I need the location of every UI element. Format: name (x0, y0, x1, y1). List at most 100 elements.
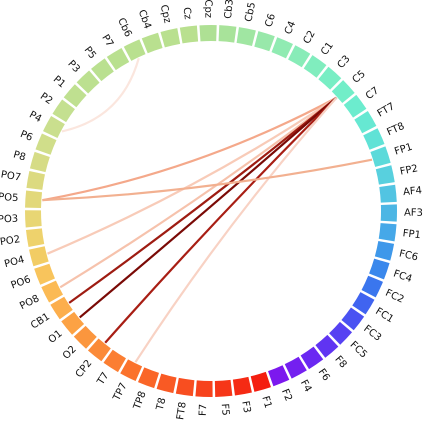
node-segment (378, 223, 397, 242)
node-segment (354, 110, 377, 134)
node-label: FT8 (385, 121, 406, 138)
node-label: TP8 (132, 390, 149, 412)
node-segment (329, 321, 353, 345)
node-segment (141, 32, 163, 54)
node-segment (268, 365, 290, 387)
node-label: AF3 (404, 208, 423, 219)
node-label: P1 (51, 74, 68, 90)
connection-link (42, 96, 337, 202)
node-segment (370, 146, 391, 167)
node-label: O1 (47, 328, 65, 346)
node-segment (341, 307, 365, 331)
node-segment (160, 28, 181, 48)
node-segment (73, 325, 97, 349)
node-segment (120, 359, 143, 382)
node-label: O2 (61, 344, 79, 362)
node-segment (254, 31, 275, 52)
node-segment (318, 66, 342, 90)
node-segment (25, 228, 45, 248)
node-label: P8 (12, 150, 27, 164)
connection-link (134, 97, 338, 363)
node-segment (29, 246, 49, 267)
connection-link (68, 96, 338, 304)
node-label: PO3 (0, 214, 18, 226)
node-segment (379, 184, 397, 203)
node-segment (199, 25, 217, 42)
node-segment (25, 210, 42, 228)
node-label: Cpz (202, 0, 213, 18)
node-segment (343, 94, 367, 118)
node-label: CB1 (29, 311, 52, 331)
node-segment (25, 190, 43, 208)
node-segment (123, 39, 146, 61)
node-segment (315, 334, 339, 358)
node-segment (380, 204, 397, 222)
node-label: Cz (181, 7, 193, 20)
node-segment (156, 373, 177, 394)
node-segment (76, 70, 100, 94)
node-segment (303, 55, 327, 78)
node-label: CP2 (74, 358, 95, 380)
node-label: TP7 (111, 381, 130, 403)
node-segment (35, 133, 57, 155)
node-label: PO4 (3, 254, 25, 270)
node-label: T8 (154, 397, 168, 413)
node-label: P6 (18, 129, 34, 144)
node-label: FC6 (398, 248, 419, 263)
node-label: PO5 (0, 192, 19, 204)
node-label: PO6 (10, 274, 33, 291)
connection-link (79, 96, 338, 319)
node-label: Cpz (158, 4, 173, 25)
node-label: PO8 (18, 293, 41, 312)
node-label: P7 (99, 33, 115, 49)
node-label: FC2 (384, 288, 406, 306)
node-label: C4 (283, 20, 298, 37)
node-label: C5 (351, 69, 368, 86)
node-segment (352, 292, 375, 315)
node-label: P5 (82, 45, 98, 62)
node-label: FP1 (402, 228, 421, 241)
node-label: F4 (298, 378, 313, 394)
node-label: FC1 (373, 306, 395, 325)
node-label: Cb5 (243, 1, 258, 22)
node-label: C2 (302, 29, 318, 46)
connection-link (47, 96, 338, 255)
node-segment (26, 170, 45, 190)
node-label: C1 (319, 40, 336, 57)
node-segment (284, 356, 307, 379)
node-segment (214, 379, 233, 397)
node-label: F7 (198, 404, 209, 417)
node-segment (179, 25, 199, 44)
connection-link (59, 96, 338, 289)
node-segment (61, 311, 85, 335)
node-label: C3 (336, 54, 353, 71)
node-segment (288, 45, 311, 68)
node-segment (195, 380, 213, 397)
node-segment (175, 377, 195, 397)
node-label: F1 (259, 395, 273, 410)
node-label: FC4 (392, 268, 414, 285)
node-label: FP2 (399, 163, 419, 177)
node-label: Cb3 (223, 0, 236, 19)
node-label: F6 (316, 367, 332, 383)
node-label: P2 (38, 91, 54, 107)
node-segment (369, 258, 390, 280)
node-segment (250, 371, 271, 392)
node-segment (87, 338, 111, 362)
node-segment (41, 280, 64, 303)
node-segment (63, 84, 87, 108)
node-segment (363, 128, 385, 150)
node-label: C6 (263, 12, 277, 28)
node-label: FC5 (348, 339, 369, 360)
node-segment (236, 27, 256, 47)
node-label: Cb4 (136, 8, 153, 30)
node-segment (232, 376, 252, 396)
node-segment (218, 25, 237, 43)
node-segment (375, 165, 395, 185)
node-segment (29, 151, 50, 173)
node-segment (106, 47, 130, 71)
node-segment (43, 115, 65, 138)
node-label: F3 (239, 400, 252, 414)
